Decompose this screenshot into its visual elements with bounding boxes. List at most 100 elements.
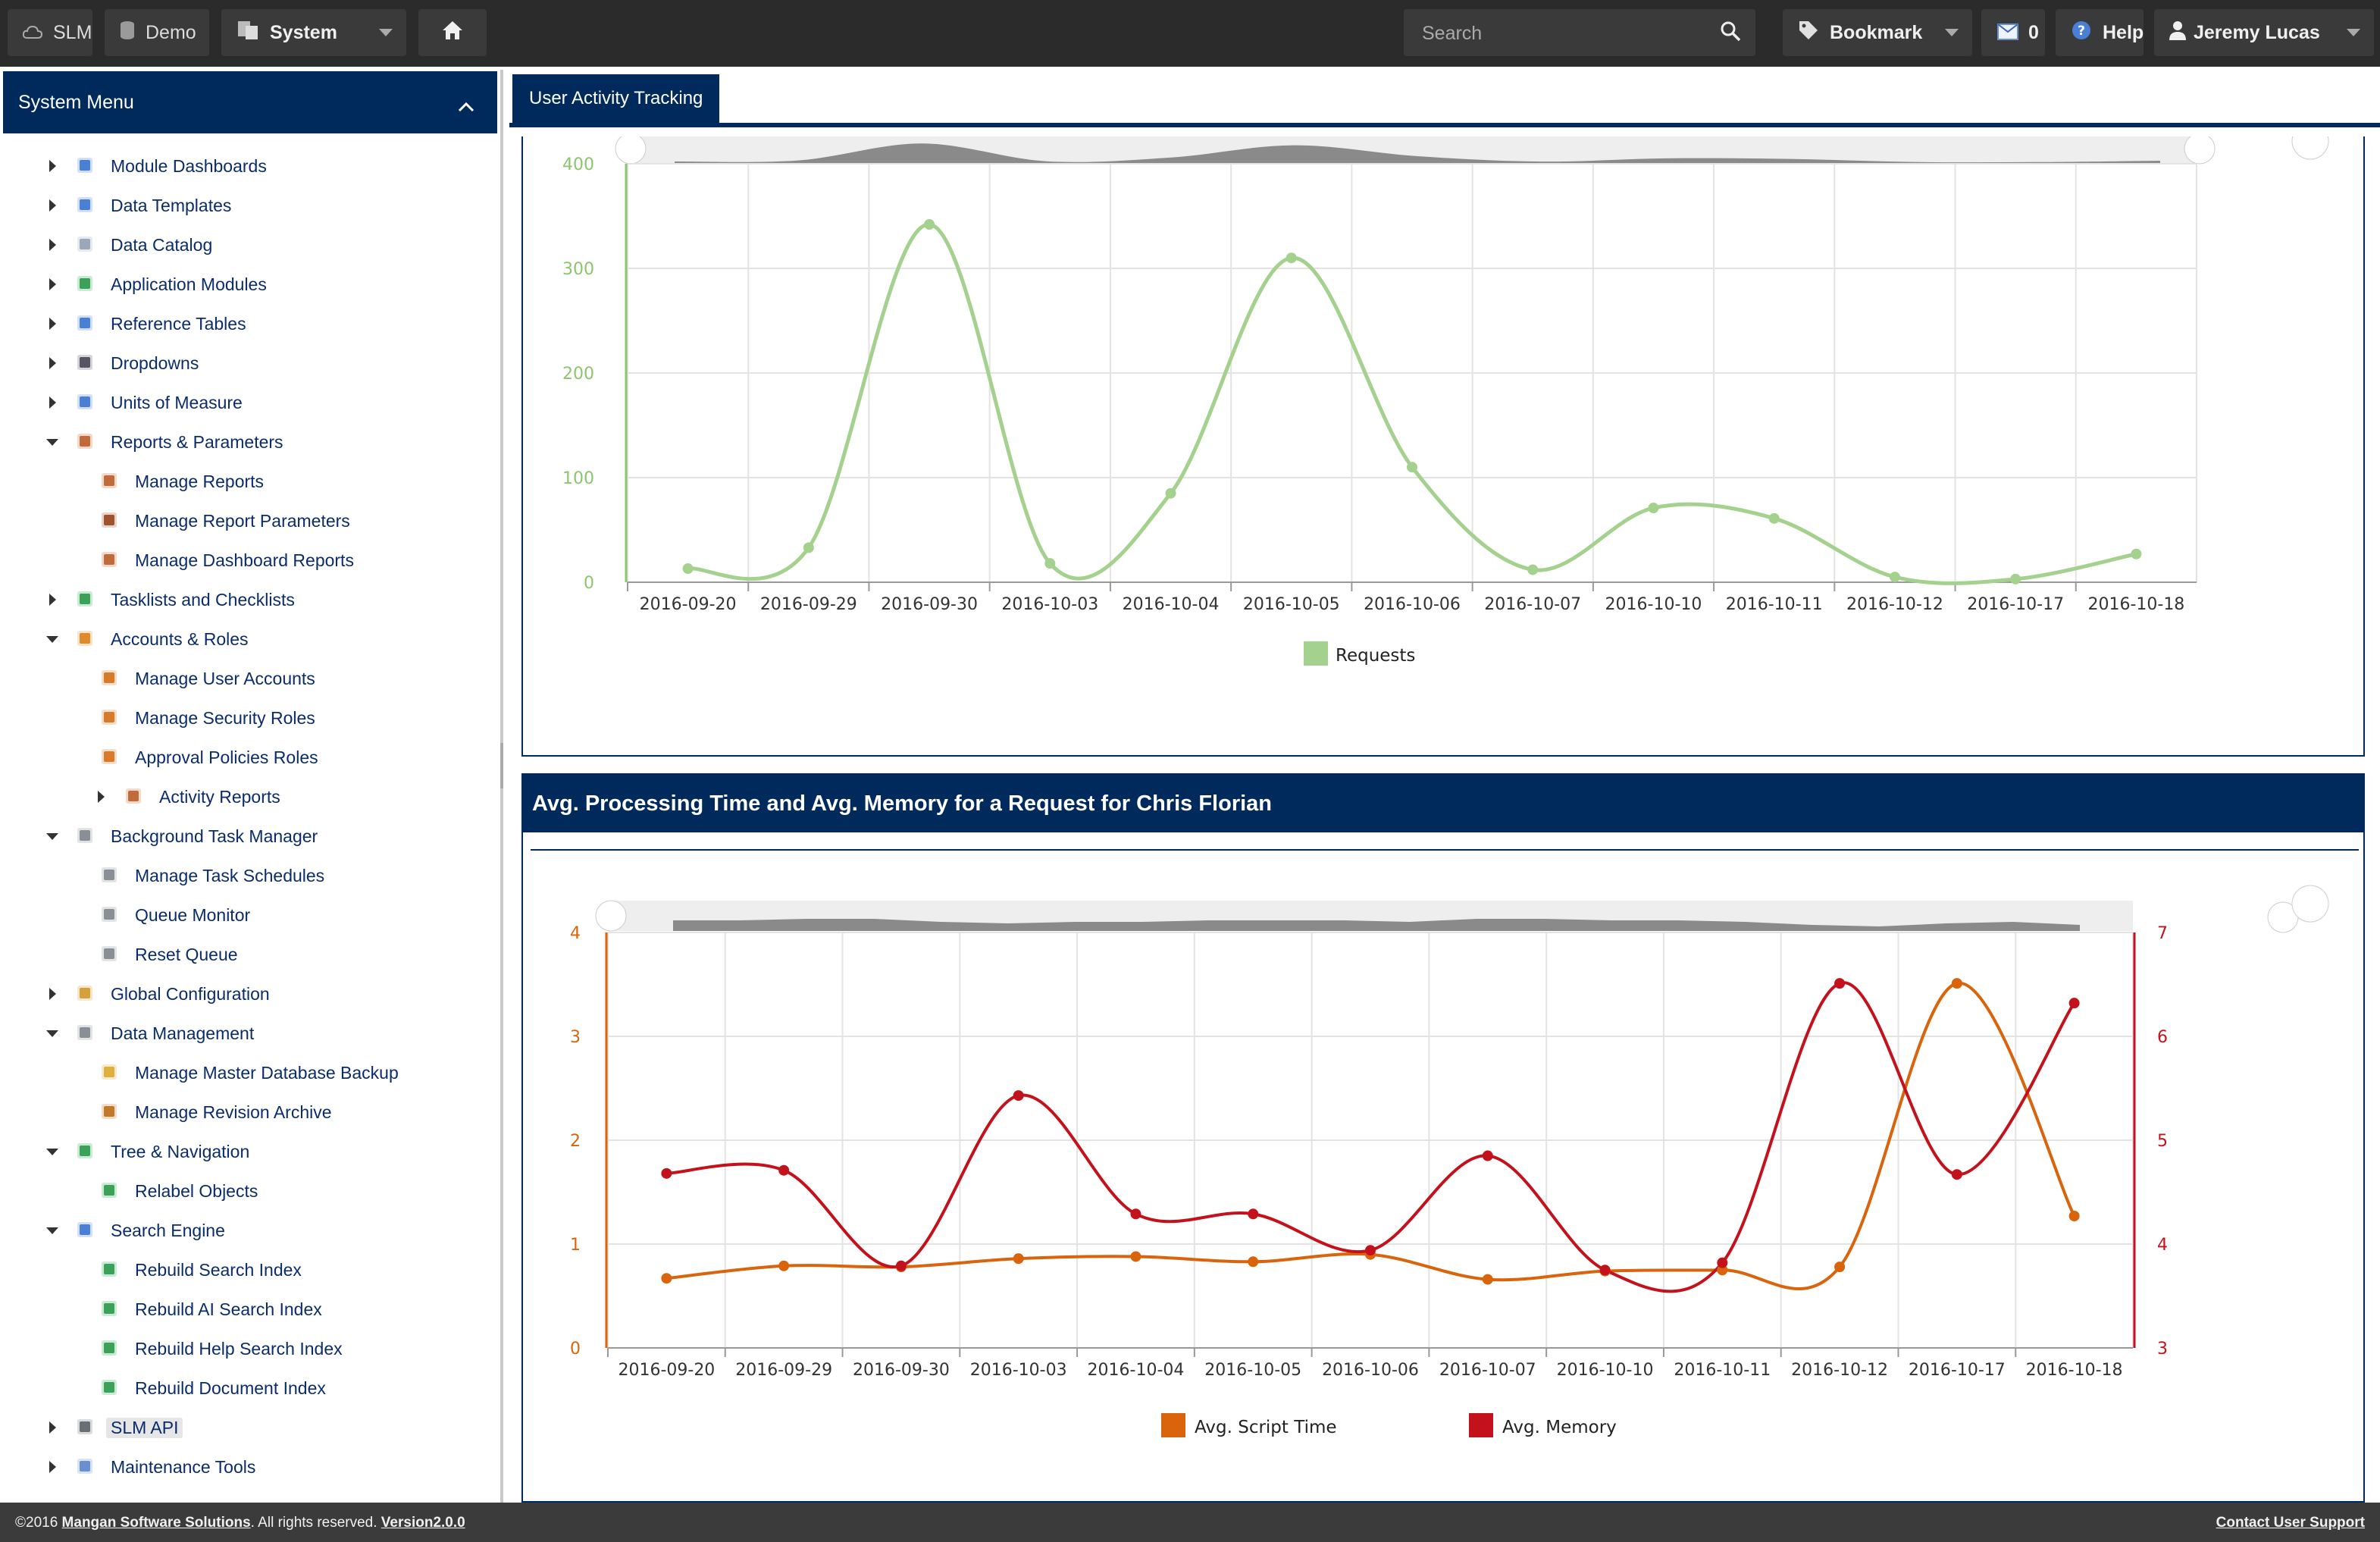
sidebar-item[interactable]: Dropdowns [45, 346, 493, 381]
data-point [1951, 978, 1962, 989]
sidebar-item[interactable]: Manage Task Schedules [70, 858, 493, 893]
expand-arrow-right-icon[interactable] [45, 593, 59, 606]
sidebar-item[interactable]: Rebuild Document Index [70, 1371, 493, 1406]
data-point [2131, 548, 2142, 559]
expand-arrow-right-icon[interactable] [45, 1421, 59, 1434]
sidebar-item[interactable]: Module Dashboards [45, 149, 493, 183]
sidebar-item[interactable]: Tree & Navigation [45, 1134, 493, 1169]
x-tick-label: 2016-10-12 [1791, 1361, 1888, 1380]
data-point [895, 1260, 907, 1271]
expand-arrow-right-icon[interactable] [45, 987, 59, 1001]
sidebar-item[interactable]: Reports & Parameters [45, 425, 493, 459]
user-icon [2169, 20, 2186, 45]
data-point [2068, 1211, 2080, 1222]
expand-arrow-down-icon[interactable] [45, 1026, 59, 1040]
cloud-icon [22, 22, 43, 44]
sidebar-item-label: Data Templates [111, 196, 232, 215]
sidebar-item[interactable]: Manage Security Roles [70, 700, 493, 735]
database-selector[interactable]: Demo [105, 9, 209, 56]
app-menu-button[interactable]: SLM [8, 9, 92, 56]
legend-swatch-avg-memory [1469, 1413, 1493, 1437]
expand-arrow-right-icon[interactable] [45, 1460, 59, 1474]
legend-label-requests: Requests [1336, 646, 1415, 666]
data-point [682, 563, 694, 575]
sidebar-item[interactable]: Rebuild AI Search Index [70, 1292, 493, 1327]
sidebar-item[interactable]: Data Templates [45, 188, 493, 223]
sidebar-item-label: Accounts & Roles [111, 629, 249, 649]
tab-user-activity-tracking[interactable]: User Activity Tracking [512, 74, 720, 123]
expand-arrow-right-icon[interactable] [45, 317, 59, 331]
y-left-tick-label: 0 [570, 1340, 581, 1359]
sidebar-item-label: Manage Reports [135, 472, 265, 491]
expand-arrow-down-icon[interactable] [45, 1224, 59, 1237]
expand-arrow-right-icon[interactable] [45, 199, 59, 212]
expand-arrow-down-icon[interactable] [45, 829, 59, 843]
sidebar-item[interactable]: Data Management [45, 1016, 493, 1051]
gear-icon [77, 986, 92, 1001]
sidebar-item[interactable]: Manage User Accounts [70, 661, 493, 696]
sidebar-item[interactable]: Background Task Manager [45, 819, 493, 854]
sidebar-item[interactable]: Reference Tables [45, 306, 493, 341]
sidebar-item[interactable]: SLM API [45, 1410, 493, 1445]
expand-arrow-down-icon[interactable] [45, 632, 59, 646]
expand-arrow-down-icon[interactable] [45, 435, 59, 449]
expand-arrow-right-icon[interactable] [45, 238, 59, 252]
sidebar-item[interactable]: Tasklists and Checklists [45, 582, 493, 617]
sidebar-item[interactable]: Activity Reports [94, 779, 493, 814]
footer: ©2016 Mangan Software Solutions. All rig… [0, 1503, 2380, 1542]
expand-arrow-right-icon[interactable] [45, 356, 59, 370]
sidebar-item[interactable]: Maintenance Tools [45, 1450, 493, 1484]
user-icon [102, 749, 117, 764]
sidebar-item-label: Queue Monitor [135, 905, 251, 925]
users-icon [77, 631, 92, 646]
inbox-button[interactable]: 0 [1981, 9, 2045, 56]
search-icon[interactable] [1719, 20, 1742, 46]
sidebar-item[interactable]: Manage Revision Archive [70, 1095, 493, 1130]
app-label: SLM [53, 21, 92, 43]
expand-arrow-right-icon[interactable] [45, 159, 59, 173]
version-link[interactable]: Version2.0.0 [380, 1515, 465, 1531]
x-tick-label: 2016-10-06 [1364, 595, 1461, 614]
user-icon [102, 670, 117, 685]
data-point [661, 1167, 672, 1179]
help-button[interactable]: ? Help [2056, 9, 2144, 56]
x-tick-label: 2016-10-18 [2087, 595, 2184, 614]
sidebar-item-label: Rebuild Document Index [135, 1378, 326, 1398]
expand-arrow-down-icon[interactable] [45, 1145, 59, 1158]
sidebar-item[interactable]: Queue Monitor [70, 898, 493, 932]
sidebar-item[interactable]: Accounts & Roles [45, 622, 493, 657]
company-link[interactable]: Mangan Software Solutions [61, 1515, 251, 1531]
sidebar-item[interactable]: Manage Master Database Backup [70, 1055, 493, 1090]
checklist-icon [77, 591, 92, 606]
expand-arrow-right-icon[interactable] [94, 790, 108, 804]
sidebar-item[interactable]: Rebuild Search Index [70, 1252, 493, 1287]
data-point [1482, 1274, 1493, 1285]
data-point [1717, 1265, 1728, 1276]
module-selector[interactable]: System [221, 9, 406, 56]
sidebar-item[interactable]: Relabel Objects [70, 1174, 493, 1208]
user-menu-button[interactable]: Jeremy Lucas [2154, 9, 2374, 56]
sidebar-item[interactable]: Approval Policies Roles [70, 740, 493, 775]
sidebar-item[interactable]: Search Engine [45, 1213, 493, 1248]
database-icon [120, 20, 135, 45]
sidebar-item[interactable]: Manage Dashboard Reports [70, 543, 493, 578]
sidebar-item[interactable]: Manage Reports [70, 464, 493, 499]
sidebar-resize-handle[interactable] [500, 743, 503, 788]
sidebar-item[interactable]: Reset Queue [70, 937, 493, 972]
chevron-up-icon[interactable] [458, 96, 474, 118]
sidebar-item[interactable]: Application Modules [45, 267, 493, 302]
sidebar-item[interactable]: Rebuild Help Search Index [70, 1331, 493, 1366]
sidebar-item[interactable]: Global Configuration [45, 976, 493, 1011]
data-point [1248, 1256, 1259, 1268]
user-icon [102, 710, 117, 725]
sidebar-item[interactable]: Units of Measure [45, 385, 493, 420]
contact-support-link[interactable]: Contact User Support [2216, 1515, 2365, 1531]
search-input[interactable] [1420, 17, 1704, 50]
home-button[interactable] [418, 9, 487, 56]
sidebar-item[interactable]: Manage Report Parameters [70, 503, 493, 538]
data-point [1013, 1253, 1024, 1265]
expand-arrow-right-icon[interactable] [45, 396, 59, 409]
bookmark-button[interactable]: Bookmark [1783, 9, 1972, 56]
expand-arrow-right-icon[interactable] [45, 277, 59, 291]
sidebar-item[interactable]: Data Catalog [45, 227, 493, 262]
